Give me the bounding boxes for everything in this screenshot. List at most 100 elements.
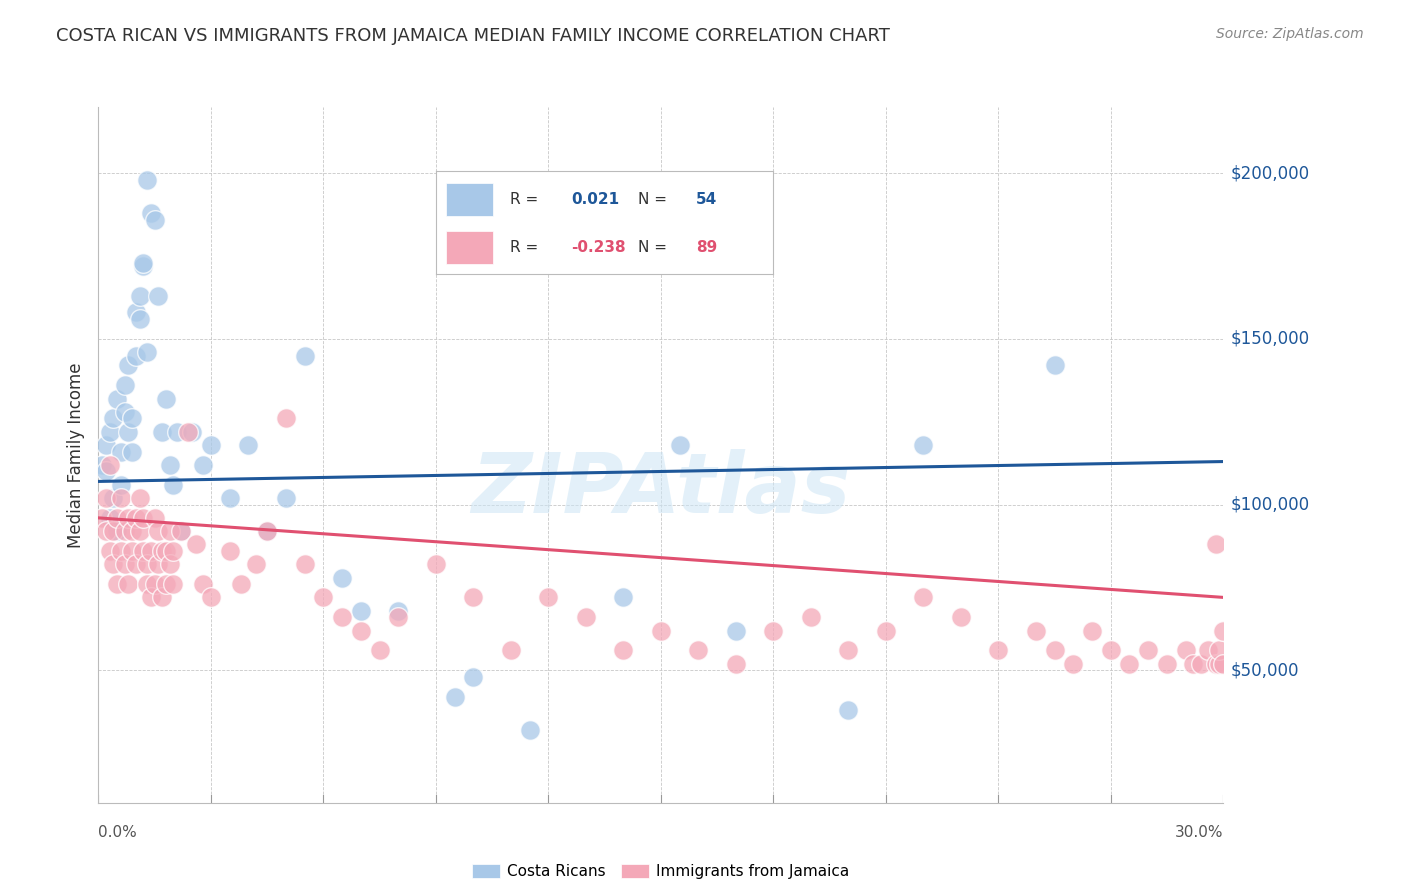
Point [1182, 657, 1205, 671]
Point [91, 458, 114, 472]
Point [162, 577, 184, 591]
Point [368, 643, 391, 657]
Point [103, 524, 125, 538]
Point [1043, 359, 1066, 373]
Point [1205, 537, 1227, 551]
Point [912, 438, 935, 452]
Point [170, 524, 193, 538]
Text: R =: R = [510, 192, 543, 207]
Point [800, 610, 823, 624]
Point [425, 558, 447, 572]
Point [650, 624, 672, 638]
Point [98, 511, 121, 525]
Point [463, 591, 485, 605]
Point [94, 438, 117, 452]
Point [170, 524, 193, 538]
Point [1208, 657, 1230, 671]
Point [312, 591, 335, 605]
Point [612, 591, 634, 605]
Point [837, 643, 859, 657]
Point [294, 558, 316, 572]
Point [117, 359, 139, 373]
Point [155, 577, 177, 591]
Point [159, 458, 181, 472]
FancyBboxPatch shape [446, 231, 494, 264]
Point [110, 544, 132, 558]
Point [229, 577, 252, 591]
Point [103, 491, 125, 505]
Point [94, 491, 117, 505]
Point [463, 670, 485, 684]
Point [121, 411, 143, 425]
Point [132, 511, 155, 525]
Point [575, 610, 598, 624]
Text: $200,000: $200,000 [1230, 164, 1309, 182]
Point [98, 458, 121, 472]
Point [184, 537, 207, 551]
Point [1025, 624, 1047, 638]
Point [143, 577, 166, 591]
Point [150, 425, 173, 439]
Point [150, 544, 173, 558]
Point [94, 465, 117, 479]
Point [125, 511, 148, 525]
Point [125, 305, 148, 319]
Point [912, 591, 935, 605]
Point [121, 544, 143, 558]
Point [181, 425, 204, 439]
Point [1205, 657, 1227, 671]
Point [668, 438, 690, 452]
Point [110, 491, 132, 505]
Point [166, 425, 188, 439]
Text: -0.238: -0.238 [571, 240, 626, 255]
Point [117, 511, 139, 525]
Point [136, 345, 159, 359]
Point [1189, 657, 1212, 671]
Point [128, 491, 150, 505]
Text: $150,000: $150,000 [1230, 330, 1309, 348]
Point [159, 524, 181, 538]
Point [128, 289, 150, 303]
Point [139, 591, 162, 605]
Point [387, 604, 409, 618]
Point [139, 544, 162, 558]
Point [1062, 657, 1084, 671]
Point [274, 411, 297, 425]
Point [724, 624, 747, 638]
Point [143, 511, 166, 525]
Point [1212, 624, 1234, 638]
Point [132, 256, 155, 270]
Text: 89: 89 [696, 240, 717, 255]
Text: N =: N = [638, 240, 672, 255]
Point [143, 212, 166, 227]
Point [537, 591, 560, 605]
Point [121, 444, 143, 458]
Point [117, 577, 139, 591]
Point [128, 312, 150, 326]
Point [110, 444, 132, 458]
Point [875, 624, 897, 638]
Point [1174, 643, 1197, 657]
Text: ZIPAtlas: ZIPAtlas [471, 450, 851, 530]
Point [499, 643, 522, 657]
Point [218, 544, 240, 558]
Point [256, 524, 278, 538]
Text: $100,000: $100,000 [1230, 496, 1309, 514]
Text: N =: N = [638, 192, 672, 207]
Point [136, 173, 159, 187]
Point [1208, 643, 1230, 657]
Point [1043, 643, 1066, 657]
Point [200, 591, 222, 605]
FancyBboxPatch shape [446, 183, 494, 216]
Point [612, 643, 634, 657]
Point [688, 643, 710, 657]
Point [1212, 657, 1234, 671]
Point [132, 544, 155, 558]
Point [218, 491, 240, 505]
Point [114, 558, 136, 572]
Point [114, 378, 136, 392]
Y-axis label: Median Family Income: Median Family Income [66, 362, 84, 548]
Text: R =: R = [510, 240, 543, 255]
Text: 0.0%: 0.0% [98, 825, 138, 840]
Text: 30.0%: 30.0% [1175, 825, 1223, 840]
